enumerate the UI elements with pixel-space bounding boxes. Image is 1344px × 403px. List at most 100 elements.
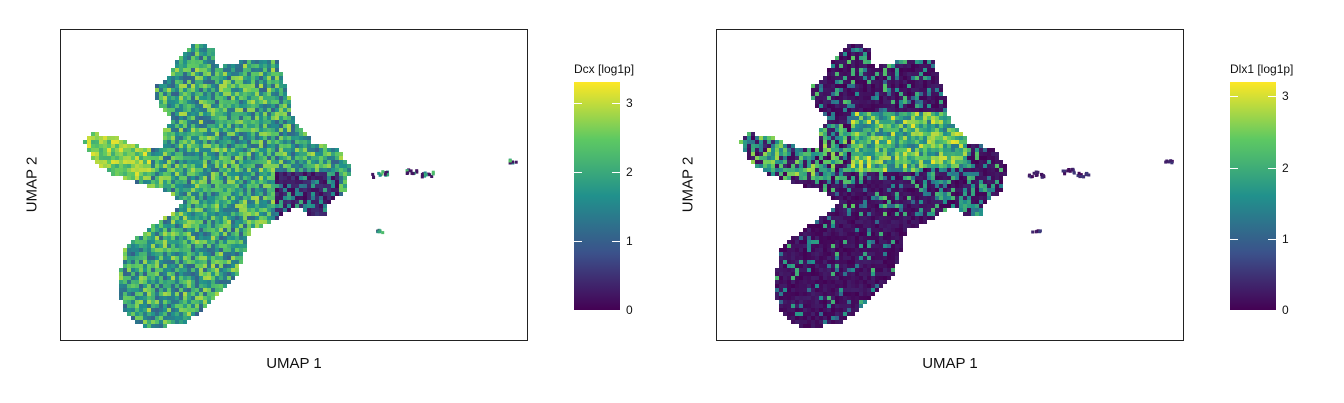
cell-point — [199, 216, 203, 220]
cell-point — [867, 276, 871, 280]
cell-point — [963, 176, 967, 180]
cell-point — [843, 108, 847, 112]
cell-point — [787, 304, 791, 308]
cell-point — [227, 80, 231, 84]
cell-point — [215, 168, 219, 172]
cell-point — [235, 200, 239, 204]
cell-point — [279, 156, 283, 160]
cell-point — [203, 232, 207, 236]
cell-point — [267, 208, 271, 212]
cell-point — [163, 264, 167, 268]
cell-point — [251, 208, 255, 212]
cell-point — [855, 204, 859, 208]
cell-point — [827, 236, 831, 240]
cell-point — [271, 196, 275, 200]
cell-point — [883, 128, 887, 132]
cell-point — [215, 232, 219, 236]
cell-point — [147, 176, 151, 180]
cell-point — [191, 136, 195, 140]
cell-point — [199, 300, 203, 304]
cell-point — [215, 256, 219, 260]
cell-point — [767, 136, 771, 140]
cell-point — [879, 112, 883, 116]
colorbar-tick-mark — [612, 310, 620, 311]
cell-point — [819, 260, 823, 264]
cell-point — [859, 112, 863, 116]
cell-point — [171, 148, 175, 152]
cell-point — [187, 312, 191, 316]
cell-point — [183, 80, 187, 84]
cell-point — [223, 208, 227, 212]
cell-point — [123, 144, 127, 148]
cell-point — [767, 172, 771, 176]
cell-point — [287, 96, 291, 100]
cell-point — [867, 68, 871, 72]
cell-point — [119, 284, 123, 288]
cell-point — [263, 148, 267, 152]
cell-point — [863, 112, 867, 116]
cell-point — [183, 100, 187, 104]
cell-point — [163, 308, 167, 312]
cell-point — [187, 72, 191, 76]
cell-point — [791, 292, 795, 296]
cell-point — [1034, 170, 1038, 174]
cell-point — [231, 192, 235, 196]
cell-point — [827, 92, 831, 96]
cell-point — [963, 180, 967, 184]
cell-point — [919, 160, 923, 164]
cell-point — [151, 240, 155, 244]
cell-point — [939, 84, 943, 88]
cell-point — [139, 244, 143, 248]
cell-point — [215, 272, 219, 276]
cell-point — [251, 116, 255, 120]
cell-point — [915, 76, 919, 80]
cell-point — [239, 216, 243, 220]
cell-point — [203, 244, 207, 248]
cell-point — [927, 152, 931, 156]
cell-point — [899, 240, 903, 244]
cell-point — [843, 152, 847, 156]
cell-point — [871, 272, 875, 276]
cell-point — [339, 180, 343, 184]
cell-point — [875, 236, 879, 240]
cell-point — [879, 68, 883, 72]
cell-point — [215, 188, 219, 192]
cell-point — [815, 296, 819, 300]
cell-point — [911, 112, 915, 116]
cell-point — [319, 164, 323, 168]
cell-point — [207, 140, 211, 144]
cell-point — [915, 204, 919, 208]
cell-point — [919, 200, 923, 204]
cell-point — [203, 192, 207, 196]
cell-point — [231, 204, 235, 208]
cell-point — [967, 200, 971, 204]
cell-point — [839, 284, 843, 288]
cell-point — [867, 248, 871, 252]
colorbar-tick-label: 0 — [626, 303, 633, 317]
cell-point — [943, 148, 947, 152]
cell-point — [811, 324, 815, 328]
cell-point — [887, 256, 891, 260]
cell-point — [215, 260, 219, 264]
cell-point — [895, 124, 899, 128]
cell-point — [895, 72, 899, 76]
cell-point — [791, 236, 795, 240]
cell-point — [279, 164, 283, 168]
cell-point — [307, 188, 311, 192]
cell-point — [851, 160, 855, 164]
cell-point — [927, 136, 931, 140]
cell-point — [887, 140, 891, 144]
cell-point — [283, 116, 287, 120]
cell-point — [911, 120, 915, 124]
cell-point — [895, 168, 899, 172]
cell-point — [335, 164, 339, 168]
cell-point — [823, 128, 827, 132]
cell-point — [259, 128, 263, 132]
cell-point — [919, 88, 923, 92]
cell-point — [903, 80, 907, 84]
cell-point — [915, 84, 919, 88]
cell-point — [187, 64, 191, 68]
cell-point — [191, 48, 195, 52]
cell-point — [271, 176, 275, 180]
cell-point — [863, 240, 867, 244]
